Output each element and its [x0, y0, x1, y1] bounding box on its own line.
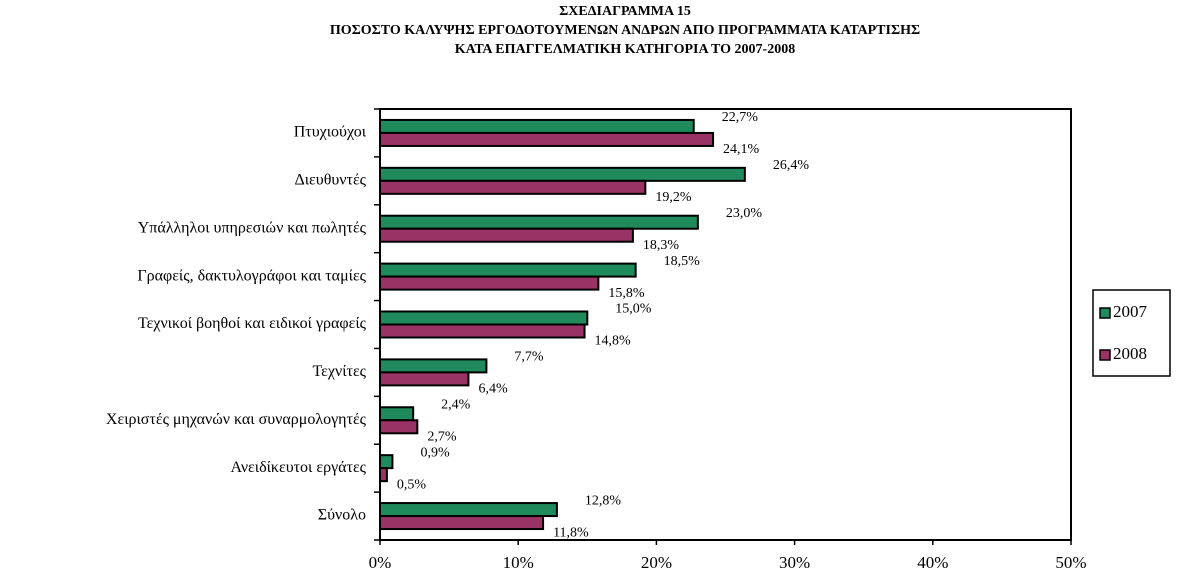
chart-title: ΣΧΕΔΙΑΓΡΑΜΜΑ 15 — [559, 4, 691, 19]
bar — [379, 515, 545, 531]
bar — [379, 502, 558, 518]
value-label: 22,7% — [722, 110, 759, 125]
bar — [379, 179, 647, 195]
value-label: 18,3% — [643, 238, 680, 253]
y-tick-label: Τεχνικοί βοηθοί και ειδικοί γραφείς — [138, 315, 367, 332]
bar — [379, 214, 699, 230]
y-tick-label: Διευθυντές — [294, 172, 366, 189]
value-label: 6,4% — [478, 382, 508, 397]
value-label: 12,8% — [585, 493, 622, 508]
value-label: 15,8% — [608, 286, 645, 301]
value-label: 2,7% — [427, 429, 457, 444]
legend-swatch — [1099, 307, 1111, 319]
value-label: 15,0% — [615, 302, 652, 317]
y-tick-label: Γραφείς, δακτυλογράφοι και ταμίες — [137, 267, 366, 284]
value-label: 26,4% — [773, 158, 810, 173]
chart-title: ΠΟΣΟΣΤΟ ΚΑΛΥΨΗΣ ΕΡΓΟΔΟΤΟΥΜΕΝΩΝ ΑΝΔΡΩΝ ΑΠ… — [330, 23, 920, 38]
bar — [379, 419, 419, 435]
y-tick-label: Υπάλληλοι υπηρεσιών και πωλητές — [138, 219, 367, 236]
y-tick-label: Τεχνίτες — [312, 363, 366, 380]
x-tick-label: 50% — [1055, 553, 1086, 572]
x-tick-label: 40% — [917, 553, 948, 572]
value-label: 2,4% — [441, 397, 471, 412]
bar — [379, 467, 388, 483]
y-tick-label: Ανειδίκευτοι εργάτες — [230, 459, 366, 476]
bar — [379, 262, 637, 278]
bar — [379, 166, 746, 182]
legend-label: 2007 — [1113, 302, 1148, 321]
bar — [379, 118, 695, 134]
bar — [379, 131, 715, 147]
x-tick-label: 10% — [503, 553, 534, 572]
bar — [379, 358, 488, 374]
legend-label: 2008 — [1113, 344, 1147, 363]
x-tick-label: 0% — [369, 553, 392, 572]
value-label: 14,8% — [595, 334, 632, 349]
value-label: 23,0% — [726, 206, 763, 221]
value-label: 18,5% — [664, 254, 701, 269]
value-label: 0,5% — [397, 477, 427, 492]
bar — [379, 454, 394, 470]
value-label: 11,8% — [553, 525, 589, 540]
bar — [379, 323, 586, 339]
bar — [379, 310, 589, 326]
y-tick-label: Χειριστές μηχανών και συναρμολογητές — [106, 411, 367, 428]
value-label: 19,2% — [655, 190, 692, 205]
bar — [379, 406, 415, 422]
bar — [379, 275, 600, 291]
legend — [1092, 289, 1171, 377]
x-tick-label: 20% — [641, 553, 672, 572]
legend-swatch — [1099, 349, 1111, 361]
bar — [379, 371, 470, 387]
x-tick-label: 30% — [779, 553, 810, 572]
value-label: 24,1% — [723, 142, 760, 157]
bar — [379, 227, 634, 243]
y-tick-label: Σύνολο — [318, 507, 366, 524]
value-label: 0,9% — [420, 445, 450, 460]
y-tick-label: Πτυχιούχοι — [294, 124, 367, 141]
value-label: 7,7% — [514, 350, 544, 365]
chart-title: ΚΑΤΑ ΕΠΑΓΓΕΛΜΑΤΙΚΗ ΚΑΤΗΓΟΡΙΑ ΤΟ 2007-200… — [455, 42, 795, 57]
